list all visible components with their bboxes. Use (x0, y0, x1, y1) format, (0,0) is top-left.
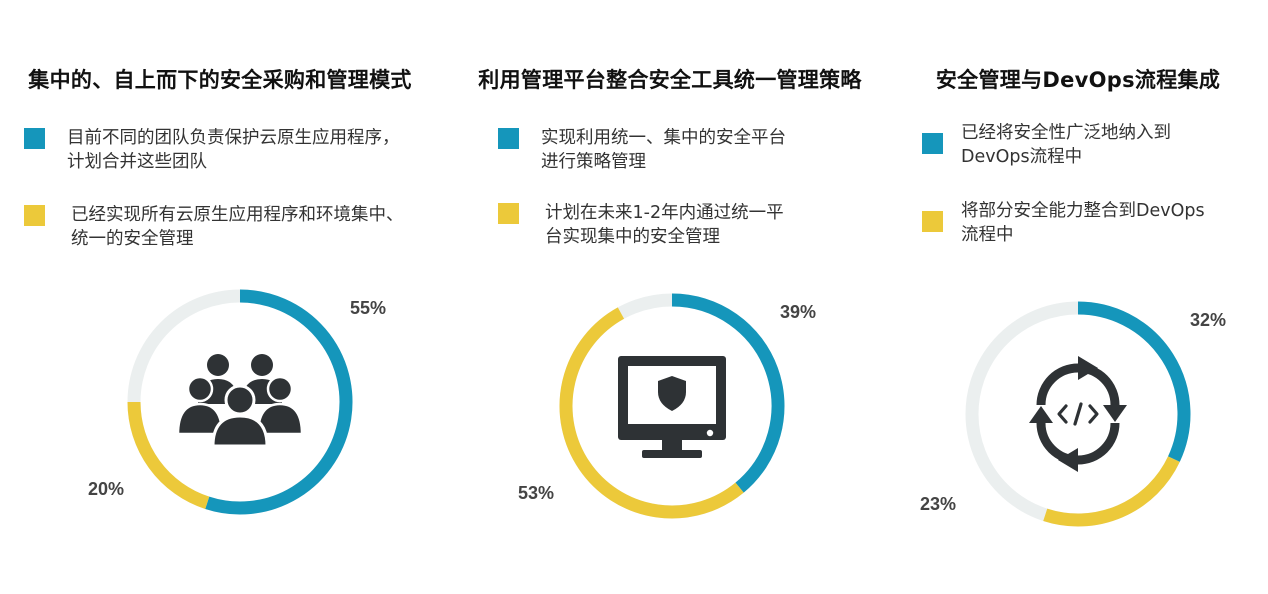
data-label-yellow: 53% (518, 483, 555, 503)
legend-line: 将部分安全能力整合到DevOps (961, 201, 1205, 221)
data-label-blue: 55% (350, 298, 387, 318)
data-label-yellow: 23% (920, 494, 957, 514)
legend-swatch-yellow (498, 203, 519, 224)
legend-text: 将部分安全能力整合到DevOps 流程中 (961, 199, 1205, 247)
donut-slice-yellow (1043, 456, 1180, 527)
legend-line: 已经实现所有云原生应用程序和环境集中、 (71, 205, 404, 225)
legend-line: 实现利用统一、集中的安全平台 (541, 128, 786, 148)
legend-item-blue: 目前不同的团队负责保护云原生应用程序， 计划合并这些团队 (24, 126, 400, 174)
legend-line: DevOps流程中 (961, 147, 1083, 167)
legend-text: 目前不同的团队负责保护云原生应用程序， 计划合并这些团队 (67, 126, 400, 174)
panel-devops-integration: 安全管理与DevOps流程集成 已经将安全性广泛地纳入到 DevOps流程中 将… (896, 0, 1268, 594)
legend-line: 进行策略管理 (541, 152, 646, 172)
legend-text: 已经将安全性广泛地纳入到 DevOps流程中 (961, 121, 1171, 169)
legend-line: 已经将安全性广泛地纳入到 (961, 123, 1171, 143)
legend-item-yellow: 计划在未来1-2年内通过统一平 台实现集中的安全管理 (498, 201, 784, 249)
legend-line: 计划合并这些团队 (67, 152, 207, 172)
donut-slice-yellow (127, 401, 210, 509)
panel-title: 利用管理平台整合安全工具统一管理策略 (478, 68, 862, 92)
donut-chart (559, 293, 785, 519)
code-cycle-icon (1029, 356, 1127, 472)
legend-swatch-yellow (922, 211, 943, 232)
monitor-shield-icon (618, 356, 726, 458)
donut-slice-blue (205, 289, 353, 515)
donut-chart (965, 301, 1191, 527)
panel-title: 安全管理与DevOps流程集成 (935, 68, 1221, 92)
legend-line: 计划在未来1-2年内通过统一平 (545, 203, 784, 223)
legend-item-blue: 已经将安全性广泛地纳入到 DevOps流程中 (922, 121, 1171, 169)
legend-item-yellow: 已经实现所有云原生应用程序和环境集中、 统一的安全管理 (24, 203, 404, 251)
legend-swatch-blue (24, 128, 45, 149)
legend-text: 实现利用统一、集中的安全平台 进行策略管理 (541, 126, 786, 174)
donut-slice-yellow (559, 307, 744, 519)
legend-item-yellow: 将部分安全能力整合到DevOps 流程中 (922, 199, 1205, 247)
legend-text: 已经实现所有云原生应用程序和环境集中、 统一的安全管理 (71, 203, 404, 251)
legend-line: 目前不同的团队负责保护云原生应用程序， (67, 128, 400, 148)
data-label-blue: 32% (1190, 310, 1227, 330)
donut-chart (127, 289, 353, 515)
legend-swatch-blue (922, 133, 943, 154)
legend-item-blue: 实现利用统一、集中的安全平台 进行策略管理 (498, 126, 786, 174)
people-group-icon (176, 354, 304, 448)
data-label-yellow: 20% (88, 479, 125, 499)
panel-centralized-procurement: 集中的、自上而下的安全采购和管理模式 目前不同的团队负责保护云原生应用程序， 计… (24, 0, 444, 594)
legend-text: 计划在未来1-2年内通过统一平 台实现集中的安全管理 (545, 201, 784, 249)
legend-line: 流程中 (961, 225, 1014, 245)
legend-line: 统一的安全管理 (71, 229, 194, 249)
legend-swatch-blue (498, 128, 519, 149)
donut-slice-blue (1077, 301, 1191, 462)
panel-platform-policy: 利用管理平台整合安全工具统一管理策略 实现利用统一、集中的安全平台 进行策略管理… (460, 0, 880, 594)
legend-swatch-yellow (24, 205, 45, 226)
donut-slice-blue (671, 293, 785, 493)
data-label-blue: 39% (780, 302, 817, 322)
panel-title: 集中的、自上而下的安全采购和管理模式 (28, 68, 412, 92)
legend-line: 台实现集中的安全管理 (545, 227, 720, 247)
